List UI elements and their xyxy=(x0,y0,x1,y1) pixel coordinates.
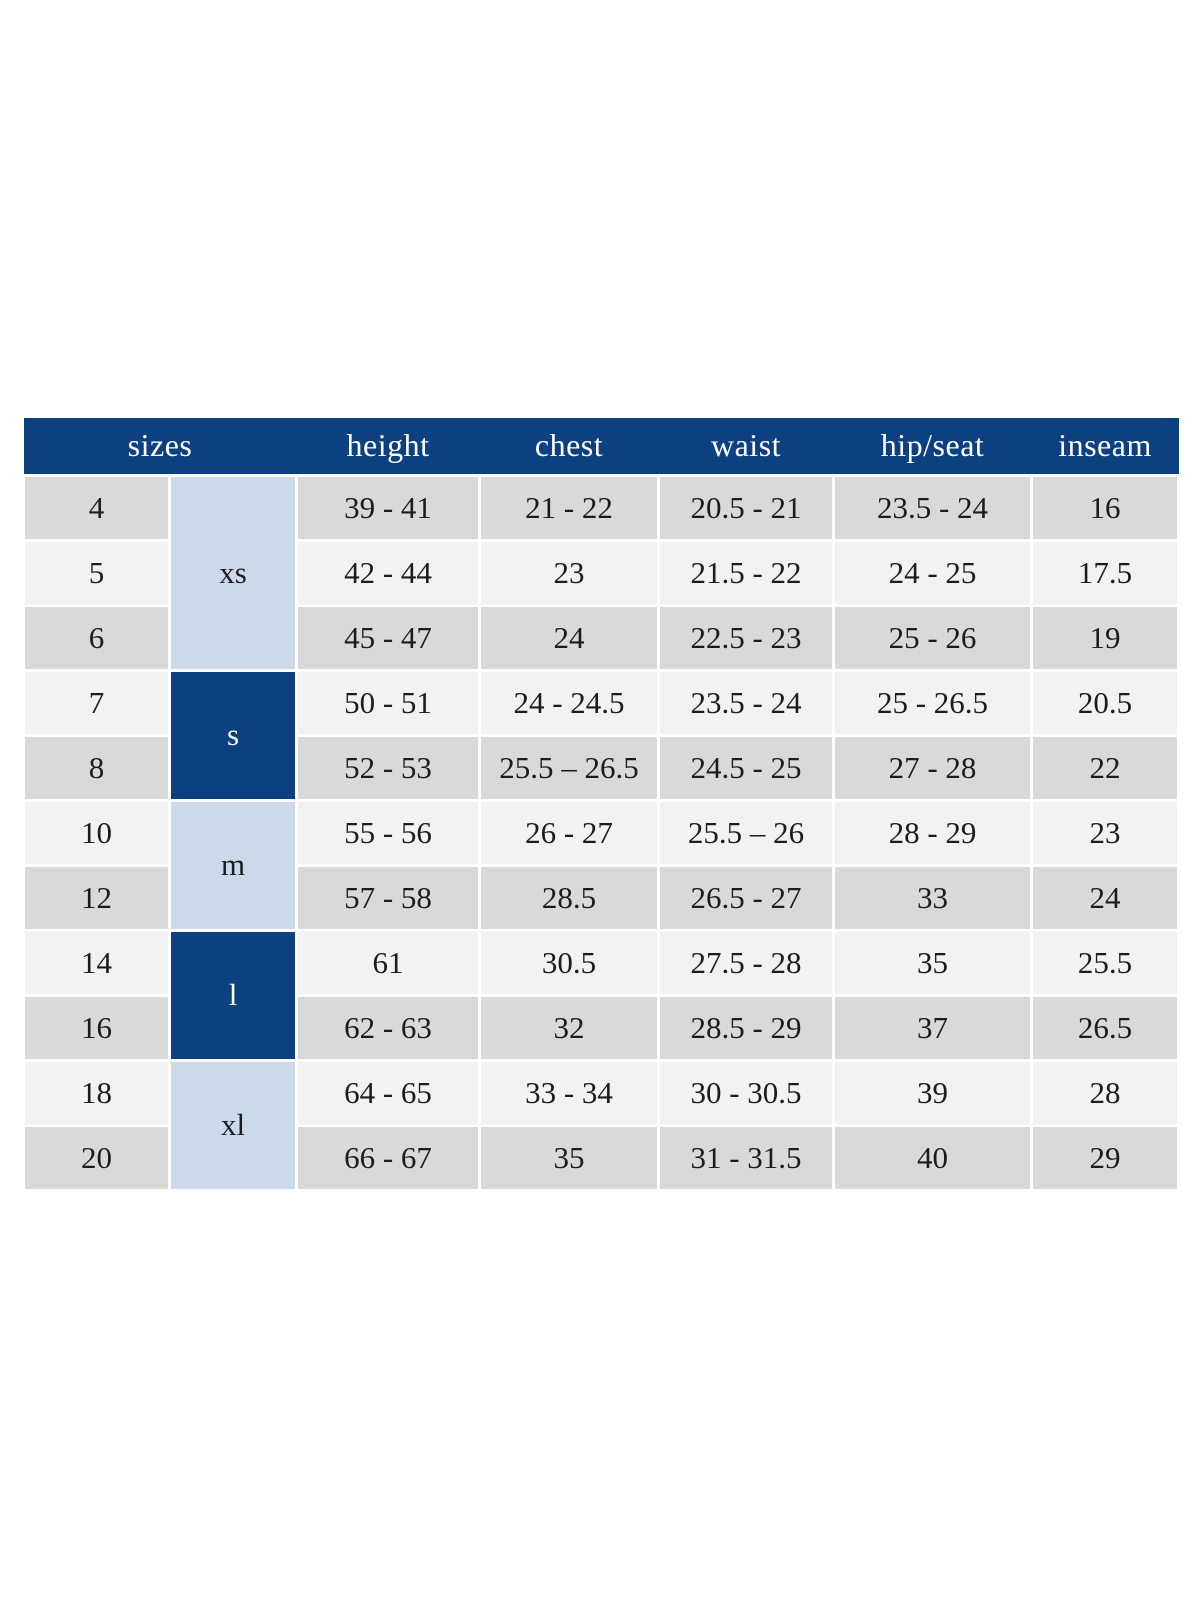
height-cell: 57 - 58 xyxy=(295,863,482,932)
table-row: 20 66 - 67 35 31 - 31.5 40 29 xyxy=(22,1123,1181,1192)
header-row: sizes height chest waist hip/seat inseam xyxy=(23,418,1179,477)
hip-seat-cell: 39 xyxy=(832,1058,1034,1127)
waist-cell: 21.5 - 22 xyxy=(657,538,836,607)
waist-cell: 31 - 31.5 xyxy=(657,1123,836,1192)
waist-cell: 24.5 - 25 xyxy=(657,733,836,802)
col-header-chest: chest xyxy=(479,418,659,477)
height-cell: 55 - 56 xyxy=(295,798,482,867)
waist-cell: 25.5 – 26 xyxy=(657,798,836,867)
size-chart: sizes height chest waist hip/seat inseam… xyxy=(22,418,1181,1192)
col-header-hip-seat: hip/seat xyxy=(833,418,1032,477)
height-cell: 45 - 47 xyxy=(295,603,482,672)
size-cell: 5 xyxy=(22,538,171,607)
hip-seat-cell: 25 - 26.5 xyxy=(832,668,1034,737)
chest-cell: 30.5 xyxy=(478,928,661,997)
size-cell: 6 xyxy=(22,603,171,672)
col-header-waist: waist xyxy=(658,418,834,477)
inseam-cell: 25.5 xyxy=(1030,928,1181,997)
inseam-cell: 28 xyxy=(1030,1058,1181,1127)
table-row: 10 m 55 - 56 26 - 27 25.5 – 26 28 - 29 2… xyxy=(22,798,1181,932)
size-cell: 14 xyxy=(22,928,171,997)
size-cell: 4 xyxy=(22,473,171,542)
size-group-cell-xs: xs xyxy=(167,473,299,672)
size-chart-table: sizes height chest waist hip/seat inseam… xyxy=(22,418,1181,1192)
hip-seat-cell: 25 - 26 xyxy=(832,603,1034,672)
hip-seat-cell: 28 - 29 xyxy=(832,798,1034,867)
col-header-height: height xyxy=(296,418,480,477)
size-cell: 8 xyxy=(22,733,171,802)
height-cell: 52 - 53 xyxy=(295,733,482,802)
waist-cell: 23.5 - 24 xyxy=(657,668,836,737)
size-cell: 16 xyxy=(22,993,171,1062)
waist-cell: 30 - 30.5 xyxy=(657,1058,836,1127)
hip-seat-cell: 23.5 - 24 xyxy=(832,473,1034,542)
chest-cell: 28.5 xyxy=(478,863,661,932)
hip-seat-cell: 35 xyxy=(832,928,1034,997)
chest-cell: 35 xyxy=(478,1123,661,1192)
col-header-sizes: sizes xyxy=(23,418,297,477)
size-cell: 12 xyxy=(22,863,171,932)
inseam-cell: 24 xyxy=(1030,863,1181,932)
height-cell: 50 - 51 xyxy=(295,668,482,737)
size-cell: 7 xyxy=(22,668,171,737)
inseam-cell: 22 xyxy=(1030,733,1181,802)
size-cell: 20 xyxy=(22,1123,171,1192)
chest-cell: 26 - 27 xyxy=(478,798,661,867)
chest-cell: 24 - 24.5 xyxy=(478,668,661,737)
height-cell: 64 - 65 xyxy=(295,1058,482,1127)
chest-cell: 23 xyxy=(478,538,661,607)
waist-cell: 22.5 - 23 xyxy=(657,603,836,672)
chest-cell: 21 - 22 xyxy=(478,473,661,542)
hip-seat-cell: 24 - 25 xyxy=(832,538,1034,607)
hip-seat-cell: 33 xyxy=(832,863,1034,932)
size-group-cell-l: l xyxy=(167,928,299,1062)
table-row: 12 57 - 58 28.5 26.5 - 27 33 24 xyxy=(22,863,1181,932)
inseam-cell: 17.5 xyxy=(1030,538,1181,607)
table-row: 8 52 - 53 25.5 – 26.5 24.5 - 25 27 - 28 … xyxy=(22,733,1181,802)
size-cell: 18 xyxy=(22,1058,171,1127)
waist-cell: 20.5 - 21 xyxy=(657,473,836,542)
col-header-inseam: inseam xyxy=(1031,418,1179,477)
hip-seat-cell: 27 - 28 xyxy=(832,733,1034,802)
height-cell: 66 - 67 xyxy=(295,1123,482,1192)
table-row: 5 42 - 44 23 21.5 - 22 24 - 25 17.5 xyxy=(22,538,1181,607)
inseam-cell: 19 xyxy=(1030,603,1181,672)
inseam-cell: 26.5 xyxy=(1030,993,1181,1062)
height-cell: 42 - 44 xyxy=(295,538,482,607)
inseam-cell: 29 xyxy=(1030,1123,1181,1192)
chest-cell: 24 xyxy=(478,603,661,672)
table-row: 7 s 50 - 51 24 - 24.5 23.5 - 24 25 - 26.… xyxy=(22,668,1181,802)
chest-cell: 32 xyxy=(478,993,661,1062)
waist-cell: 28.5 - 29 xyxy=(657,993,836,1062)
height-cell: 39 - 41 xyxy=(295,473,482,542)
hip-seat-cell: 40 xyxy=(832,1123,1034,1192)
table-row: 4 xs 39 - 41 21 - 22 20.5 - 21 23.5 - 24… xyxy=(22,473,1181,672)
height-cell: 61 xyxy=(295,928,482,997)
table-row: 16 62 - 63 32 28.5 - 29 37 26.5 xyxy=(22,993,1181,1062)
inseam-cell: 20.5 xyxy=(1030,668,1181,737)
height-cell: 62 - 63 xyxy=(295,993,482,1062)
size-cell: 10 xyxy=(22,798,171,867)
waist-cell: 26.5 - 27 xyxy=(657,863,836,932)
table-row: 18 xl 64 - 65 33 - 34 30 - 30.5 39 28 xyxy=(22,1058,1181,1192)
inseam-cell: 16 xyxy=(1030,473,1181,542)
hip-seat-cell: 37 xyxy=(832,993,1034,1062)
size-group-cell-xl: xl xyxy=(167,1058,299,1192)
size-group-cell-s: s xyxy=(167,668,299,802)
chest-cell: 33 - 34 xyxy=(478,1058,661,1127)
size-group-cell-m: m xyxy=(167,798,299,932)
inseam-cell: 23 xyxy=(1030,798,1181,867)
table-row: 14 l 61 30.5 27.5 - 28 35 25.5 xyxy=(22,928,1181,1062)
chest-cell: 25.5 – 26.5 xyxy=(478,733,661,802)
table-row: 6 45 - 47 24 22.5 - 23 25 - 26 19 xyxy=(22,603,1181,672)
waist-cell: 27.5 - 28 xyxy=(657,928,836,997)
